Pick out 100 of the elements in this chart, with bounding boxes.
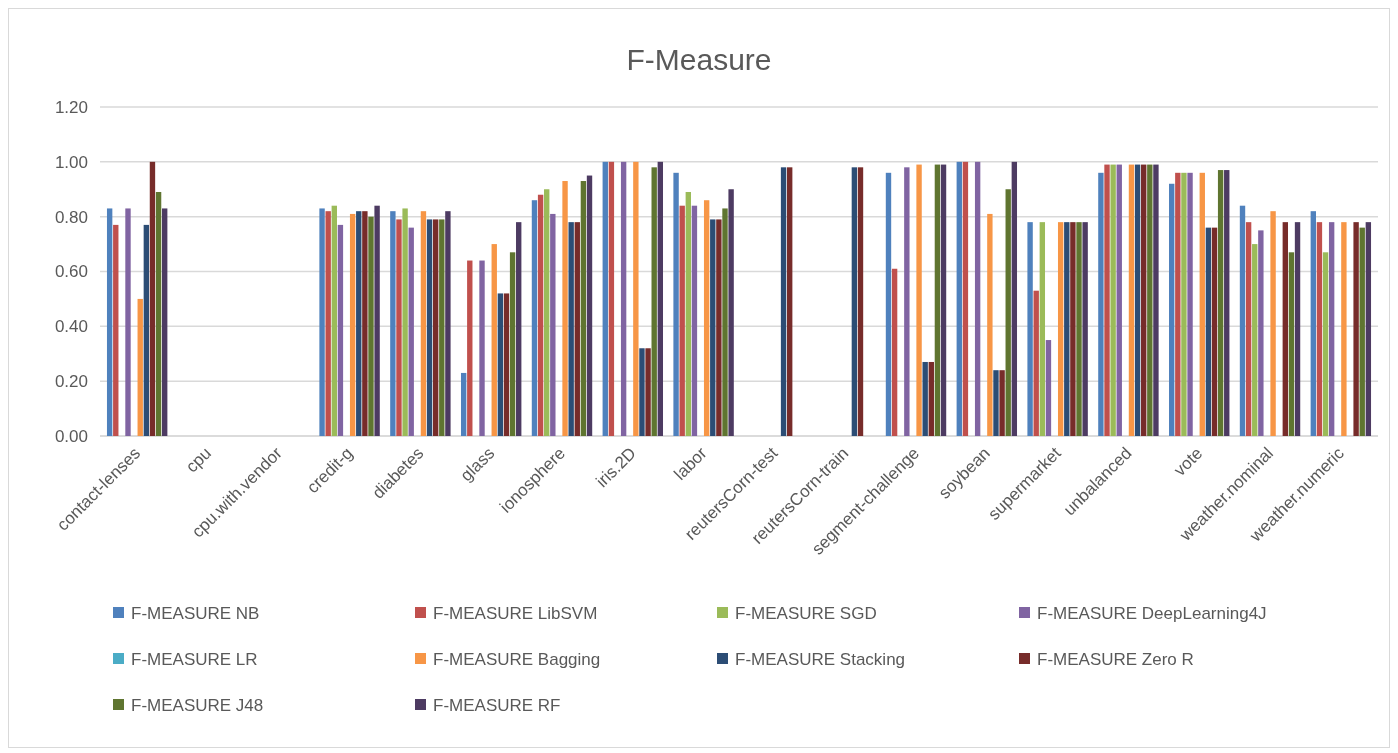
- bar: [857, 167, 864, 436]
- y-tick-label: 0.80: [54, 207, 88, 227]
- bar: [396, 219, 402, 436]
- bar: [125, 208, 131, 436]
- bar: [1310, 211, 1316, 436]
- bar: [685, 191, 691, 436]
- bar: [1033, 290, 1039, 436]
- chart-title: F-Measure: [626, 43, 772, 76]
- bar: [1258, 230, 1264, 436]
- bar: [562, 181, 568, 436]
- bar: [106, 208, 113, 436]
- bar: [691, 205, 698, 436]
- bar: [1294, 222, 1301, 436]
- legend-label: F-MEASURE Stacking: [735, 649, 906, 669]
- bar: [1224, 170, 1230, 436]
- bar: [1116, 164, 1122, 436]
- bar: [1169, 183, 1175, 436]
- bar: [531, 200, 538, 436]
- legend-label: F-MEASURE Bagging: [433, 649, 601, 669]
- bar: [904, 167, 910, 436]
- bar: [137, 298, 143, 436]
- bar: [390, 211, 396, 436]
- bar: [657, 161, 663, 436]
- bar: [356, 211, 362, 436]
- bar: [1147, 164, 1153, 436]
- bar: [155, 191, 162, 436]
- bar: [325, 211, 331, 436]
- bar: [673, 172, 679, 436]
- bar: [891, 268, 898, 436]
- bar: [1365, 222, 1372, 436]
- bar: [1134, 164, 1141, 436]
- bar: [1098, 172, 1104, 436]
- bar: [608, 161, 615, 436]
- bar: [1239, 205, 1246, 436]
- bar: [1328, 222, 1335, 436]
- bar: [1359, 227, 1365, 436]
- bar: [509, 252, 516, 436]
- bar: [497, 293, 504, 436]
- bar: [491, 244, 497, 436]
- bar: [1011, 161, 1018, 436]
- bar: [722, 208, 728, 436]
- bar: [331, 205, 337, 436]
- bar: [956, 161, 962, 436]
- bar: [1104, 164, 1110, 436]
- bar: [620, 161, 627, 436]
- bar: [574, 222, 580, 436]
- bar: [1070, 222, 1076, 436]
- bar: [1187, 172, 1193, 436]
- legend-label: F-MEASURE NB: [131, 603, 260, 623]
- bar: [1128, 164, 1135, 436]
- bar: [679, 205, 685, 436]
- bar: [787, 167, 793, 436]
- bar: [550, 213, 556, 436]
- bar: [1245, 222, 1252, 436]
- bar: [1027, 222, 1033, 436]
- bar: [993, 370, 999, 436]
- bar: [586, 175, 593, 436]
- bar: [916, 164, 922, 436]
- legend-label: F-MEASURE LibSVM: [433, 603, 598, 623]
- bar: [445, 211, 451, 436]
- bar: [580, 181, 587, 436]
- bar: [1252, 244, 1258, 436]
- bar: [940, 164, 947, 436]
- bar: [987, 213, 993, 436]
- bar: [922, 361, 928, 436]
- bar: [568, 222, 574, 436]
- bar: [1282, 222, 1288, 436]
- bar: [645, 348, 651, 436]
- bar: [368, 216, 374, 436]
- y-tick-label: 0.20: [54, 372, 88, 392]
- bar: [337, 224, 344, 436]
- bar: [537, 194, 544, 436]
- legend-label: F-MEASURE RF: [433, 695, 561, 715]
- bar: [408, 227, 414, 436]
- bar: [1057, 222, 1064, 436]
- bar: [1353, 222, 1359, 436]
- bar: [962, 161, 969, 436]
- bar: [467, 260, 473, 436]
- bar: [319, 208, 325, 436]
- bar: [1288, 252, 1295, 436]
- bar: [974, 161, 981, 436]
- bar: [1205, 227, 1212, 436]
- bar: [1211, 227, 1218, 436]
- bar: [374, 205, 380, 436]
- y-tick-label: 0.60: [54, 262, 88, 282]
- bar: [439, 219, 445, 436]
- bar: [516, 222, 522, 436]
- bar: [710, 219, 716, 436]
- bar: [1064, 222, 1070, 436]
- y-tick-label: 1.00: [54, 152, 88, 172]
- bar: [780, 167, 787, 436]
- y-tick-label: 0.00: [54, 426, 88, 446]
- bar: [426, 219, 433, 436]
- bar: [402, 208, 408, 436]
- bar: [420, 211, 427, 436]
- bar: [149, 161, 156, 436]
- bar: [362, 211, 368, 436]
- legend-label: F-MEASURE LR: [131, 649, 258, 669]
- bar: [460, 372, 467, 436]
- bar: [1045, 340, 1052, 436]
